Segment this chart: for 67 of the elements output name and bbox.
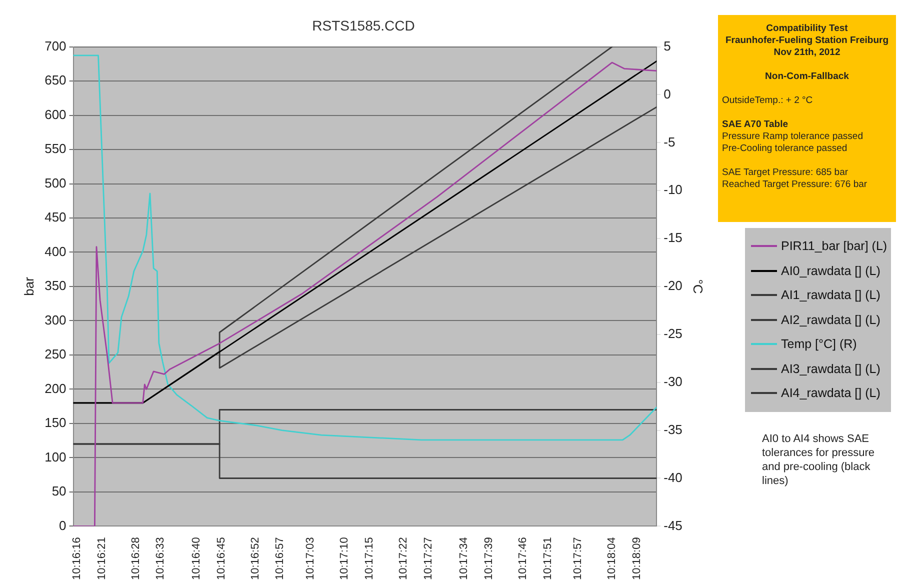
y-tick-label: 650 [44, 72, 66, 88]
x-tick-label: 10:16:57 [274, 537, 286, 580]
x-tick-label: 10:17:03 [304, 537, 317, 580]
y-tick-label: 500 [44, 175, 66, 190]
legend-label: AI1_rawdata [] (L) [781, 288, 880, 302]
x-tick-label: 10:16:28 [130, 537, 142, 580]
y2-tick-label: -35 [664, 422, 682, 437]
y2-tick-label: -20 [664, 278, 682, 294]
y-tick-label: 600 [44, 106, 66, 122]
y-tick-label: 400 [44, 244, 66, 259]
y-tick-label: 0 [59, 518, 66, 533]
y2-tick-label: -40 [664, 470, 682, 485]
legend-label: PIR11_bar [bar] (L) [781, 239, 888, 254]
x-tick-label: 10:17:46 [516, 537, 529, 580]
legend-label: Temp [°C] (R) [781, 337, 857, 352]
text: SAE Target Pressure: 685 bar [722, 167, 850, 179]
x-tick-label: 10:18:09 [631, 537, 644, 580]
text: Pressure Ramp tolerance passed [722, 131, 864, 143]
x-tick-label: 10:17:57 [572, 537, 584, 580]
y-tick-label: 550 [44, 141, 66, 156]
x-tick-label: 10:16:33 [154, 537, 167, 580]
y2-axis-title: °C [690, 279, 706, 294]
text: Pre-Cooling tolerance passed [722, 143, 848, 155]
x-tick-label: 10:17:39 [482, 537, 495, 580]
chart-title: RSTS1585.CCD [312, 17, 415, 34]
legend-label: AI2_rawdata [] (L) [781, 312, 880, 327]
y2-tick-label: -25 [664, 326, 682, 342]
y-tick-label: 50 [52, 484, 66, 499]
y-tick-label: 350 [44, 278, 66, 294]
text: OutsideTemp.: + 2 °C [722, 95, 814, 107]
text: Nov 21th, 2012 [772, 47, 842, 59]
y2-tick-label: 0 [664, 86, 671, 102]
x-tick-label: 10:17:22 [397, 537, 410, 580]
text: Fraunhofer-Fueling Station Freiburg [724, 35, 890, 47]
y-axis-title: bar [21, 276, 36, 296]
text: Non-Com-Fallback [764, 71, 850, 83]
x-tick-label: 10:18:04 [606, 537, 618, 580]
legend-label: AI4_rawdata [] (L) [781, 386, 880, 400]
x-tick-label: 10:17:15 [363, 537, 376, 580]
x-tick-label: 10:17:10 [338, 537, 350, 580]
x-tick-label: 10:16:16 [70, 537, 83, 580]
x-tick-label: 10:16:52 [249, 537, 262, 580]
y2-tick-label: -30 [664, 374, 682, 389]
x-tick-label: 10:16:40 [190, 537, 202, 580]
text: Reached Target Pressure: 676 bar [722, 179, 868, 191]
y2-tick-label: -10 [664, 182, 682, 198]
text: SAE A70 Table [722, 119, 789, 131]
legend-label: AI3_rawdata [] (L) [781, 362, 880, 376]
y2-tick-label: -15 [664, 230, 682, 246]
text: Compatibility Test [765, 23, 849, 35]
x-tick-label: 10:17:27 [422, 537, 434, 580]
y-tick-label: 100 [44, 449, 66, 464]
y-tick-label: 300 [44, 312, 66, 328]
y-tick-label: 150 [44, 415, 66, 430]
x-tick-label: 10:16:45 [215, 537, 228, 580]
text: AI0 to AI4 shows SAE tolerances for pressure and pre-cooling (black lines) [762, 432, 876, 488]
y2-tick-label: 5 [664, 38, 671, 54]
y-tick-label: 250 [44, 346, 66, 362]
y-tick-label: 200 [44, 380, 66, 396]
y2-tick-label: -45 [664, 518, 682, 533]
y-tick-label: 700 [44, 38, 66, 54]
y-tick-label: 450 [44, 210, 66, 225]
legend-label: AI0_rawdata [] (L) [781, 264, 880, 278]
y2-tick-label: -5 [664, 134, 676, 150]
x-tick-label: 10:17:51 [542, 537, 554, 580]
x-tick-label: 10:17:34 [458, 537, 470, 580]
x-tick-label: 10:16:21 [96, 537, 108, 580]
